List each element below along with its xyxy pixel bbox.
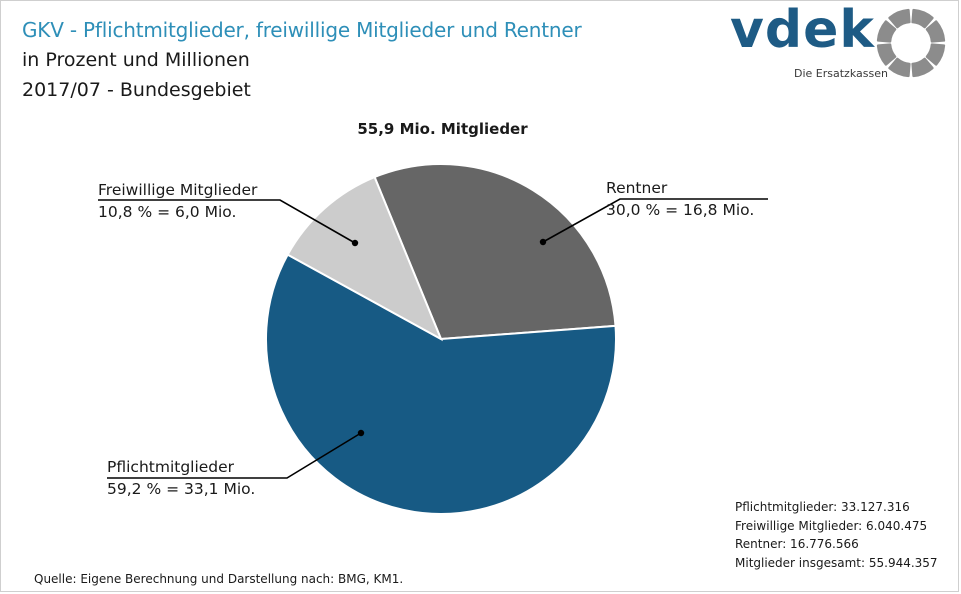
vdek-logo: vdek Die Ersatzkassen xyxy=(728,4,950,88)
chart-title: 55,9 Mio. Mitglieder xyxy=(357,120,528,138)
label-pflicht: Pflichtmitglieder 59,2 % = 33,1 Mio. xyxy=(107,456,255,500)
stat-gesamt: Mitglieder insgesamt: 55.944.357 xyxy=(735,555,938,570)
page-title: GKV - Pflichtmitglieder, freiwillige Mit… xyxy=(22,18,582,42)
emblem-segment xyxy=(925,43,946,66)
stat-rentner: Rentner: 16.776.566 xyxy=(735,537,859,551)
label-rentner-name: Rentner xyxy=(606,179,668,197)
label-rentner: Rentner 30,0 % = 16,8 Mio. xyxy=(606,177,754,221)
emblem-segment xyxy=(888,8,911,29)
leader-line-pflicht xyxy=(107,432,362,479)
subtitle-units: in Prozent und Millionen xyxy=(22,49,250,71)
label-freiwillig: Freiwillige Mitglieder 10,8 % = 6,0 Mio. xyxy=(98,179,257,223)
emblem-segment xyxy=(876,43,897,66)
emblem-segment xyxy=(876,20,897,43)
source-note: Quelle: Eigene Berechnung und Darstellun… xyxy=(34,572,404,586)
stat-pflicht: Pflichtmitglieder: 33.127.316 xyxy=(735,500,910,514)
logo-tagline: Die Ersatzkassen xyxy=(794,67,888,80)
emblem-segment xyxy=(888,57,911,78)
logo-emblem-icon xyxy=(876,8,946,78)
emblem-segment xyxy=(925,20,946,43)
member-stats: Pflichtmitglieder: 33.127.316 Freiwillig… xyxy=(735,498,938,572)
pie-slice-freiwillig xyxy=(286,175,444,342)
label-pflicht-value: 59,2 % = 33,1 Mio. xyxy=(107,480,256,498)
label-rentner-value: 30,0 % = 16,8 Mio. xyxy=(606,201,755,219)
leader-dot-freiwillig xyxy=(351,239,359,247)
stat-freiwillig: Freiwillige Mitglieder: 6.040.475 xyxy=(735,518,928,533)
leader-line-rentner xyxy=(542,198,768,243)
subtitle-period: 2017/07 - Bundesgebiet xyxy=(22,79,251,101)
label-pflicht-name: Pflichtmitglieder xyxy=(107,458,235,476)
leader-dot-pflicht xyxy=(357,429,365,437)
label-freiwillig-value: 10,8 % = 6,0 Mio. xyxy=(98,203,237,221)
pie-slice-rentner xyxy=(373,163,617,341)
leader-dot-rentner xyxy=(539,238,547,246)
leader-line-freiwillig xyxy=(98,199,356,244)
logo-wordmark: vdek xyxy=(730,0,875,60)
label-freiwillig-name: Freiwillige Mitglieder xyxy=(98,181,258,199)
emblem-segment xyxy=(911,8,934,29)
emblem-segment xyxy=(911,57,934,78)
pie-slice-pflicht xyxy=(265,253,617,515)
